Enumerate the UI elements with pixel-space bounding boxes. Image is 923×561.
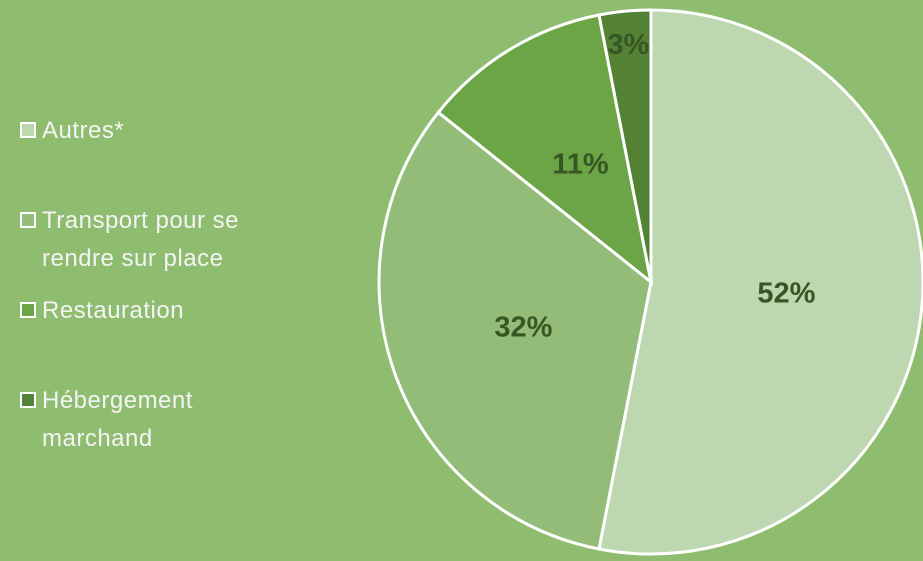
legend: Autres* Transport pour se rendre sur plac… (20, 112, 290, 472)
legend-label: Autres* (42, 117, 125, 144)
pie-slice (377, 110, 653, 551)
legend-label: Hébergement marchand (42, 387, 193, 452)
legend-item: Autres* (20, 112, 290, 202)
data-label: 32% (494, 312, 552, 344)
legend-item: Hébergement marchand (20, 382, 290, 472)
pie-slice (436, 13, 654, 286)
data-label: 3% (607, 29, 649, 61)
legend-swatch (20, 212, 36, 228)
legend-swatch (20, 302, 36, 318)
data-label: 52% (757, 278, 815, 310)
legend-label: Transport pour se rendre sur place (42, 207, 240, 272)
legend-item: Restauration (20, 292, 290, 382)
data-label: 11% (552, 148, 609, 180)
pie-slice (597, 8, 923, 556)
legend-swatch (20, 122, 36, 138)
legend-swatch (20, 392, 36, 408)
legend-label: Restauration (42, 297, 185, 324)
pie-slice (597, 8, 653, 283)
legend-item: Transport pour se rendre sur place (20, 202, 290, 292)
